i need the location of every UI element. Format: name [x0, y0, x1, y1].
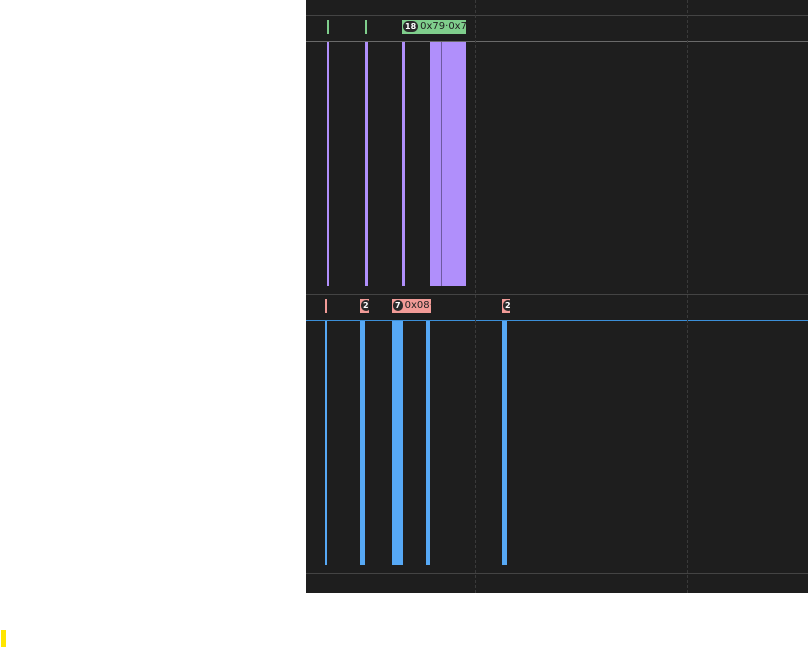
bar[interactable] — [360, 321, 365, 565]
bar[interactable] — [430, 42, 466, 286]
bar[interactable] — [426, 321, 430, 565]
divider — [306, 15, 808, 16]
divider — [306, 294, 808, 295]
count-badge: 2 — [503, 299, 510, 311]
bar[interactable] — [402, 42, 405, 286]
count-badge: 18 — [403, 20, 419, 32]
divider — [306, 573, 808, 574]
event-marker[interactable] — [327, 20, 329, 34]
count-badge: 7 — [393, 299, 403, 311]
bar[interactable] — [327, 42, 329, 286]
event-label[interactable]: 2 — [502, 299, 510, 313]
event-marker[interactable] — [365, 20, 367, 34]
event-marker[interactable] — [325, 299, 327, 313]
bar[interactable] — [365, 42, 368, 286]
gridline — [687, 0, 688, 593]
event-text: 0x79·0x79 — [420, 21, 466, 32]
event-text: 0x08· — [404, 300, 431, 311]
divider — [306, 320, 808, 321]
bar-separator — [441, 42, 442, 286]
bar[interactable] — [325, 321, 327, 565]
bar[interactable] — [502, 321, 507, 565]
event-label[interactable]: 2 — [360, 299, 369, 313]
gridline — [475, 0, 476, 593]
event-label[interactable]: 7 0x08· — [392, 299, 431, 313]
highlight-marker — [1, 630, 6, 647]
divider — [306, 41, 808, 42]
bar[interactable] — [392, 321, 403, 565]
count-badge: 2 — [361, 299, 369, 311]
